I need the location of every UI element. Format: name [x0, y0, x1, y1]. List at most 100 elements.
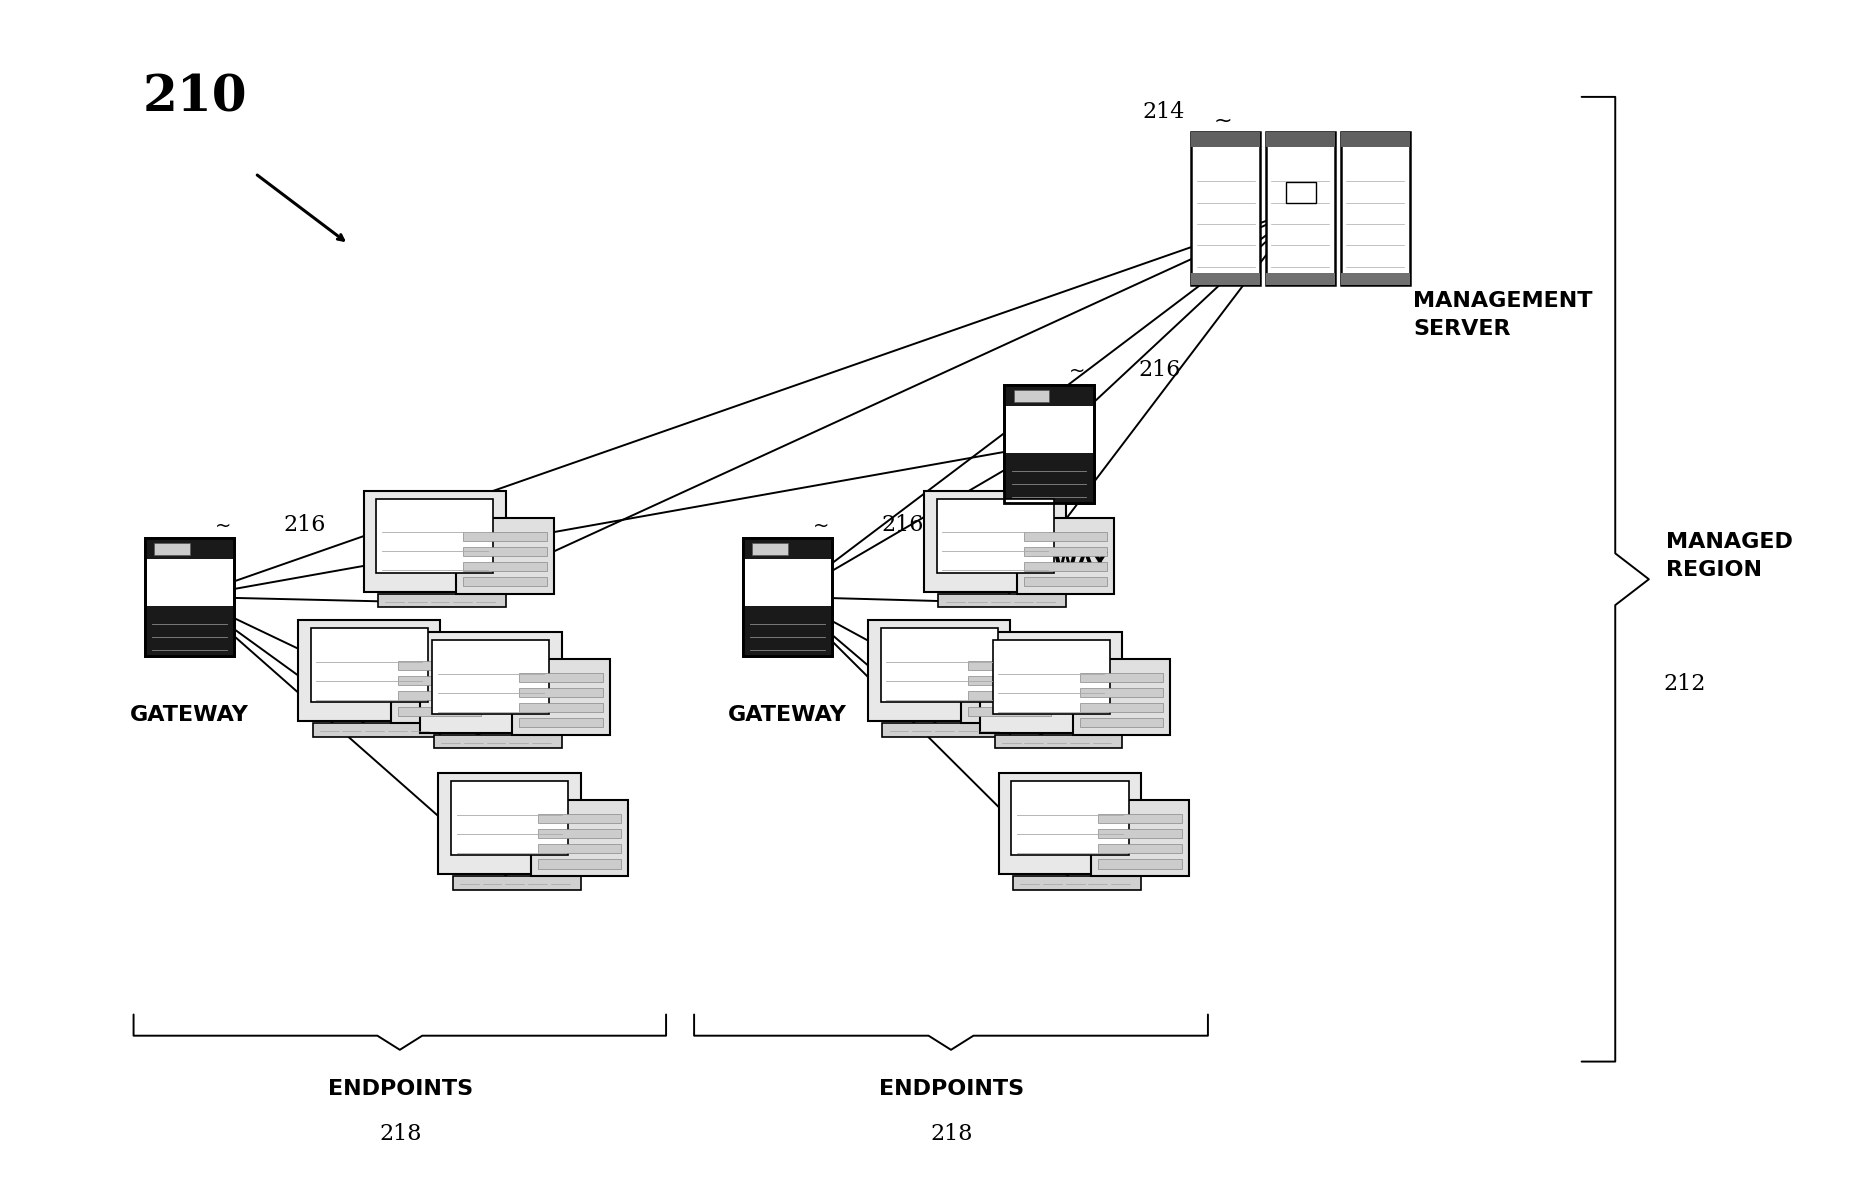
Bar [313, 723, 440, 736]
Bar [961, 648, 1058, 723]
Bar [519, 688, 603, 697]
Text: 218: 218 [931, 1123, 972, 1144]
Bar [1011, 781, 1128, 855]
Bar [376, 499, 493, 572]
Bar [1098, 859, 1182, 869]
Bar [538, 859, 622, 869]
Bar [1264, 132, 1334, 285]
Text: 212: 212 [1663, 674, 1704, 695]
Bar [1339, 132, 1408, 285]
Bar [1013, 876, 1141, 890]
Bar [144, 538, 234, 656]
Bar [144, 606, 234, 656]
Bar [993, 639, 1109, 714]
Bar [519, 719, 603, 727]
Bar [538, 844, 622, 853]
Bar [1004, 385, 1094, 407]
Bar [463, 577, 547, 586]
Bar [530, 800, 627, 876]
Text: 214: 214 [1143, 102, 1184, 123]
Bar [1023, 577, 1107, 586]
Bar [438, 773, 581, 873]
Text: 210: 210 [142, 73, 247, 123]
Text: 218: 218 [380, 1123, 421, 1144]
Bar [298, 621, 440, 721]
Bar [1004, 385, 1094, 502]
Text: ~: ~ [215, 517, 232, 535]
Bar [463, 532, 547, 540]
Bar [397, 676, 481, 686]
Bar [435, 735, 562, 748]
Bar [1004, 385, 1094, 502]
Bar [463, 561, 547, 571]
Bar [433, 639, 549, 714]
Bar [742, 538, 832, 656]
Bar [538, 829, 622, 838]
Bar [882, 723, 1010, 736]
Text: 216: 216 [880, 514, 923, 537]
Bar [1004, 454, 1094, 502]
Bar [1013, 390, 1049, 402]
Bar [966, 676, 1051, 686]
Bar [451, 781, 568, 855]
Bar [1079, 688, 1163, 697]
Text: ENDPOINTS: ENDPOINTS [328, 1079, 474, 1099]
Bar [144, 538, 234, 656]
Bar [1071, 660, 1169, 735]
Bar [538, 814, 622, 823]
Bar [966, 707, 1051, 715]
Bar [1264, 132, 1334, 148]
Text: GATEWAY: GATEWAY [989, 552, 1109, 572]
Bar [363, 491, 506, 591]
Bar [519, 673, 603, 682]
Bar [1023, 547, 1107, 556]
Text: ENDPOINTS: ENDPOINTS [878, 1079, 1025, 1099]
Bar [311, 629, 427, 702]
Bar [1098, 844, 1182, 853]
Bar [463, 547, 547, 556]
Bar [1090, 800, 1187, 876]
Text: GATEWAY: GATEWAY [729, 706, 847, 725]
Bar [1191, 132, 1259, 285]
Text: ~: ~ [813, 517, 830, 535]
Bar [1339, 132, 1408, 148]
Bar [397, 691, 481, 701]
Bar [742, 538, 832, 656]
Bar [420, 632, 562, 733]
Bar [1098, 814, 1182, 823]
Text: MANAGEMENT
SERVER: MANAGEMENT SERVER [1412, 291, 1592, 339]
Bar [998, 773, 1141, 873]
Bar [995, 735, 1122, 748]
Bar [938, 593, 1066, 608]
Bar [519, 703, 603, 713]
Bar [154, 543, 189, 554]
Bar [378, 593, 506, 608]
Bar [397, 661, 481, 670]
Bar [966, 661, 1051, 670]
Bar [1191, 132, 1259, 148]
Text: 216: 216 [283, 514, 326, 537]
Text: ~: ~ [1214, 110, 1232, 130]
Text: GATEWAY: GATEWAY [129, 706, 249, 725]
Bar [1339, 273, 1408, 285]
Bar [751, 543, 787, 554]
Bar [923, 491, 1066, 591]
Bar [966, 691, 1051, 701]
Bar [1285, 182, 1315, 203]
Bar [1023, 561, 1107, 571]
Bar [742, 538, 832, 559]
Bar [742, 606, 832, 656]
Text: ~: ~ [1068, 362, 1084, 381]
Bar [1079, 673, 1163, 682]
Bar [397, 707, 481, 715]
Bar [144, 538, 234, 559]
Bar [1079, 719, 1163, 727]
Bar [390, 648, 489, 723]
Bar [1264, 273, 1334, 285]
Bar [980, 632, 1122, 733]
Text: MANAGED
REGION: MANAGED REGION [1665, 532, 1792, 579]
Bar [1079, 703, 1163, 713]
Bar [936, 499, 1053, 572]
Bar [1191, 273, 1259, 285]
Bar [1015, 518, 1114, 593]
